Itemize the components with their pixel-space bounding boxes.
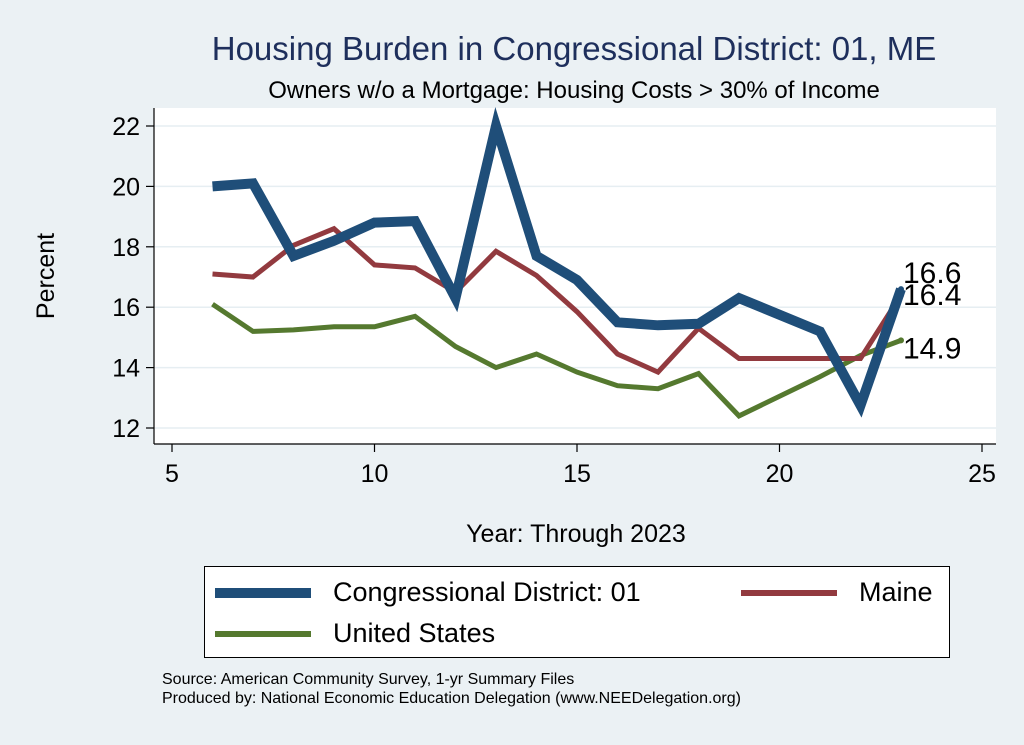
y-tick-label: 16 — [112, 294, 140, 322]
x-axis-label: Year: Through 2023 — [466, 520, 686, 548]
x-tick-label: 10 — [361, 460, 389, 488]
series-line-2 — [211, 302, 902, 419]
y-tick-label: 18 — [112, 234, 140, 262]
grid-lines — [154, 125, 996, 429]
legend-item-district: Congressional District: 01 — [215, 577, 641, 608]
legend-item-maine: Maine — [741, 577, 933, 608]
y-tick-label: 12 — [112, 415, 140, 443]
producer-line: Produced by: National Economic Education… — [162, 690, 741, 707]
series-end-point-0 — [898, 286, 904, 293]
axes: 12 14 16 18 20 22 5 10 15 20 25 — [112, 108, 996, 488]
chart-title: Housing Burden in Congressional District… — [212, 30, 937, 67]
source-note: Source: American Community Survey, 1-yr … — [162, 670, 741, 708]
end-label-2: 14.9 — [903, 332, 961, 365]
end-label-1: 16.4 — [903, 279, 961, 312]
end-labels: 16.616.4 14.9 — [903, 257, 961, 365]
series-line-0 — [212, 107, 906, 418]
series-lines — [211, 107, 906, 419]
series-line-1 — [212, 225, 904, 376]
legend: Congressional District: 01 Maine United … — [204, 566, 950, 658]
y-tick-label: 14 — [112, 355, 140, 383]
end-label-0: 16.6 — [903, 257, 961, 290]
chart-subtitle: Owners w/o a Mortgage: Housing Costs > 3… — [268, 77, 880, 104]
series-end-point-2 — [898, 337, 904, 344]
y-axis-label: Percent — [32, 233, 60, 319]
y-tick-label: 20 — [112, 173, 140, 201]
legend-label-maine: Maine — [859, 577, 933, 607]
legend-swatch-us — [215, 630, 311, 637]
legend-label-us: United States — [333, 618, 496, 648]
legend-swatch-maine — [741, 589, 837, 596]
legend-label-district: Congressional District: 01 — [333, 577, 641, 607]
source-line: Source: American Community Survey, 1-yr … — [162, 671, 575, 688]
y-tick-label: 22 — [112, 113, 140, 141]
x-tick-label: 5 — [165, 460, 179, 488]
legend-swatch-district — [215, 587, 311, 598]
x-tick-label: 15 — [563, 460, 591, 488]
x-tick-label: 20 — [766, 460, 794, 488]
x-tick-label: 25 — [968, 460, 996, 488]
legend-item-us: United States — [215, 618, 495, 649]
